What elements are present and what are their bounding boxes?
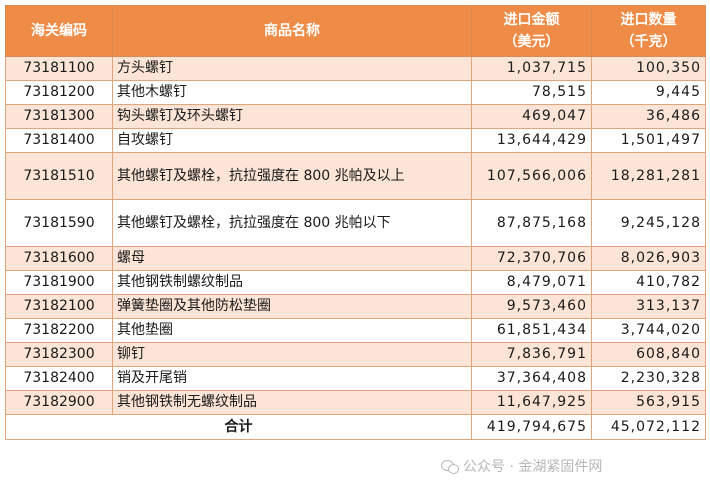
- header-name: 商品名称: [112, 5, 472, 57]
- cell-code: 73182100: [5, 294, 113, 319]
- header-qty-line1: 进口数量: [620, 12, 677, 28]
- cell-name: 其他木螺钉: [112, 80, 472, 105]
- cell-name: 弹簧垫圈及其他防松垫圈: [112, 294, 472, 319]
- cell-value: 87,875,168: [471, 199, 592, 247]
- cell-qty: 100,350: [591, 56, 706, 81]
- cell-code: 73182200: [5, 318, 113, 343]
- cell-code: 73181590: [5, 199, 113, 247]
- cell-code: 73182400: [5, 366, 113, 391]
- table-row: 73181900 其他钢铁制螺纹制品 8,479,071 410,782: [5, 270, 706, 295]
- cell-name: 钩头螺钉及环头螺钉: [112, 104, 472, 129]
- header-value-line2: （美元）: [503, 34, 560, 50]
- cell-value: 13,644,429: [471, 128, 592, 153]
- cell-value: 11,647,925: [471, 390, 592, 415]
- table-row: 73181100 方头螺钉 1,037,715 100,350: [5, 56, 706, 81]
- cell-value: 7,836,791: [471, 342, 592, 367]
- cell-code: 73181600: [5, 246, 113, 271]
- header-code: 海关编码: [5, 5, 113, 57]
- cell-name: 方头螺钉: [112, 56, 472, 81]
- cell-value: 107,566,006: [471, 152, 592, 200]
- cell-value: 469,047: [471, 104, 592, 129]
- header-value-line1: 进口金额: [503, 12, 560, 28]
- table-row: 73181200 其他木螺钉 78,515 9,445: [5, 80, 706, 105]
- header-qty-line2: （千克）: [620, 34, 677, 50]
- cell-name: 其他钢铁制螺纹制品: [112, 270, 472, 295]
- cell-name: 其他垫圈: [112, 318, 472, 343]
- cell-qty: 9,445: [591, 80, 706, 105]
- cell-qty: 563,915: [591, 390, 706, 415]
- cell-qty: 9,245,128: [591, 199, 706, 247]
- total-label: 合计: [5, 414, 472, 440]
- cell-code: 73181900: [5, 270, 113, 295]
- total-qty: 45,072,112: [591, 414, 706, 440]
- cell-name: 其他螺钉及螺栓，抗拉强度在 800 兆帕及以上: [112, 152, 472, 200]
- table-row: 73182100 弹簧垫圈及其他防松垫圈 9,573,460 313,137: [5, 294, 706, 319]
- cell-qty: 18,281,281: [591, 152, 706, 200]
- cell-name: 自攻螺钉: [112, 128, 472, 153]
- cell-value: 8,479,071: [471, 270, 592, 295]
- table-row: 73182200 其他垫圈 61,851,434 3,744,020: [5, 318, 706, 343]
- total-value: 419,794,675: [471, 414, 592, 440]
- table-row: 73181300 钩头螺钉及环头螺钉 469,047 36,486: [5, 104, 706, 129]
- header-qty: 进口数量 （千克）: [591, 5, 706, 57]
- header-row: 海关编码 商品名称 进口金额 （美元） 进口数量 （千克）: [5, 5, 706, 57]
- cell-qty: 1,501,497: [591, 128, 706, 153]
- cell-code: 73182300: [5, 342, 113, 367]
- cell-qty: 8,026,903: [591, 246, 706, 271]
- cell-code: 73181100: [5, 56, 113, 81]
- cell-code: 73181200: [5, 80, 113, 105]
- table-row: 73182300 铆钉 7,836,791 608,840: [5, 342, 706, 367]
- cell-qty: 410,782: [591, 270, 706, 295]
- cell-code: 73182900: [5, 390, 113, 415]
- cell-name: 其他螺钉及螺栓，抗拉强度在 800 兆帕以下: [112, 199, 472, 247]
- header-value: 进口金额 （美元）: [471, 5, 592, 57]
- wechat-icon: [441, 459, 459, 474]
- cell-value: 78,515: [471, 80, 592, 105]
- cell-value: 37,364,408: [471, 366, 592, 391]
- watermark: 公众号 · 金湖紧固件网: [441, 456, 602, 476]
- cell-value: 72,370,706: [471, 246, 592, 271]
- total-row: 合计 419,794,675 45,072,112: [5, 414, 706, 440]
- cell-name: 其他钢铁制无螺纹制品: [112, 390, 472, 415]
- import-data-table: 海关编码 商品名称 进口金额 （美元） 进口数量 （千克） 73181100 方头螺…: [5, 5, 706, 440]
- table-row: 73181590 其他螺钉及螺栓，抗拉强度在 800 兆帕以下 87,875,1…: [5, 199, 706, 247]
- table-row: 73181400 自攻螺钉 13,644,429 1,501,497: [5, 128, 706, 153]
- cell-qty: 36,486: [591, 104, 706, 129]
- cell-code: 73181300: [5, 104, 113, 129]
- table-row: 73181510 其他螺钉及螺栓，抗拉强度在 800 兆帕及以上 107,566…: [5, 152, 706, 200]
- cell-value: 61,851,434: [471, 318, 592, 343]
- cell-code: 73181400: [5, 128, 113, 153]
- table-row: 73182900 其他钢铁制无螺纹制品 11,647,925 563,915: [5, 390, 706, 415]
- cell-value: 9,573,460: [471, 294, 592, 319]
- cell-name: 螺母: [112, 246, 472, 271]
- cell-code: 73181510: [5, 152, 113, 200]
- table-row: 73182400 销及开尾销 37,364,408 2,230,328: [5, 366, 706, 391]
- watermark-text: 公众号 · 金湖紧固件网: [463, 459, 603, 475]
- cell-name: 销及开尾销: [112, 366, 472, 391]
- cell-name: 铆钉: [112, 342, 472, 367]
- table-row: 73181600 螺母 72,370,706 8,026,903: [5, 246, 706, 271]
- cell-qty: 3,744,020: [591, 318, 706, 343]
- cell-qty: 2,230,328: [591, 366, 706, 391]
- cell-qty: 313,137: [591, 294, 706, 319]
- cell-qty: 608,840: [591, 342, 706, 367]
- cell-value: 1,037,715: [471, 56, 592, 81]
